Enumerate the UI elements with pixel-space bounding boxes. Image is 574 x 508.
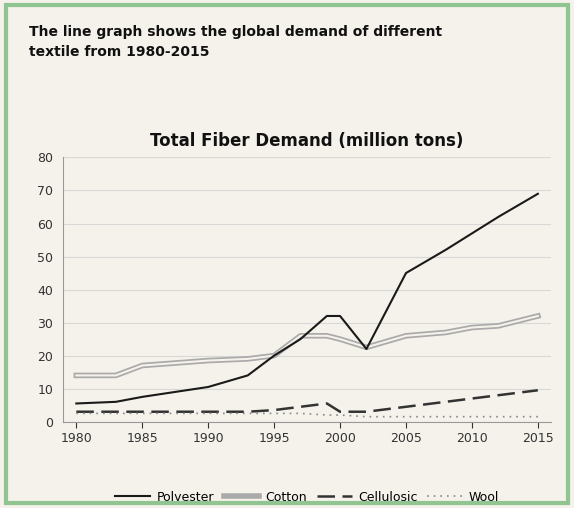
- Title: Total Fiber Demand (million tons): Total Fiber Demand (million tons): [150, 133, 464, 150]
- Legend: Polyester, Cotton, Cellulosic, Wool: Polyester, Cotton, Cellulosic, Wool: [110, 486, 504, 508]
- Text: The line graph shows the global demand of different
textile from 1980-2015: The line graph shows the global demand o…: [29, 25, 442, 59]
